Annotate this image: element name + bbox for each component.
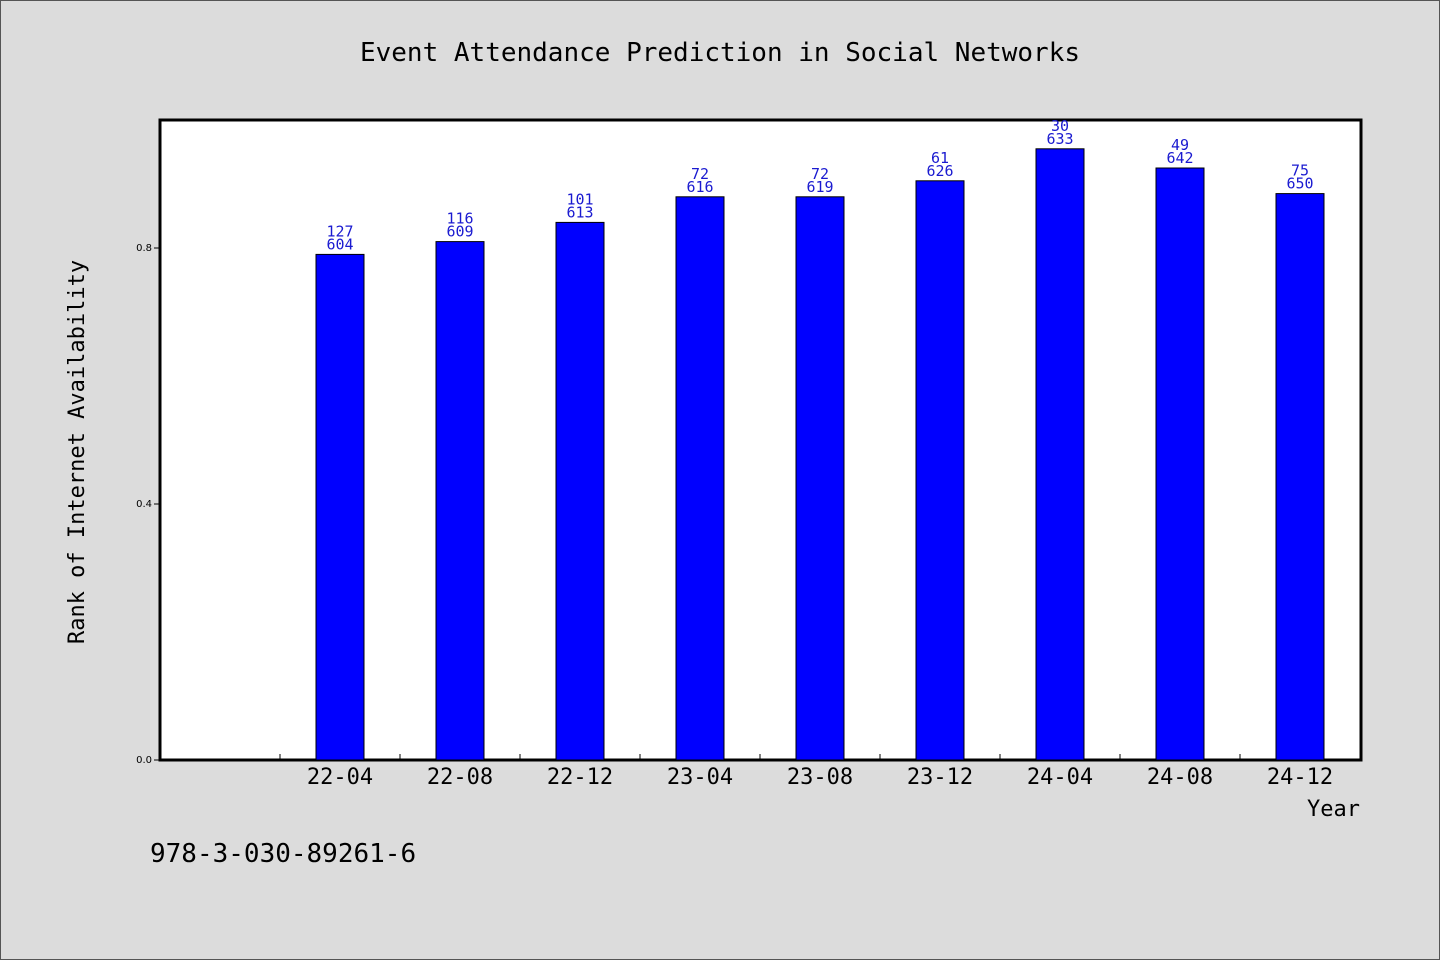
bar-label-top: 116 [446, 210, 473, 228]
y-tick-label: 0.8 [136, 243, 152, 254]
y-tick-label: 0.4 [136, 499, 152, 510]
x-axis-title: Year [1307, 797, 1360, 822]
bar-label-top: 127 [326, 222, 353, 240]
bar-label-top: 101 [566, 190, 593, 208]
bar-label-top: 72 [691, 165, 709, 183]
x-tick-label: 24-04 [1027, 765, 1093, 790]
bar-label-bottom: 642 [1166, 149, 1193, 167]
bar-label-bottom: 650 [1286, 175, 1313, 193]
chart-title: Event Attendance Prediction in Social Ne… [360, 38, 1080, 68]
x-tick-label: 22-04 [307, 765, 373, 790]
x-tick-label: 22-08 [427, 765, 493, 790]
y-axis: 0.0 0.4 0.8 [136, 243, 160, 766]
bar-label-bottom: 633 [1046, 130, 1073, 148]
bar-23-08 [795, 196, 845, 761]
footer-isbn: 978-3-030-89261-6 [150, 839, 416, 869]
bar-label-bottom: 616 [686, 178, 713, 196]
bar-label-top: 72 [811, 165, 829, 183]
x-tick-label: 23-08 [787, 765, 853, 790]
bar-label-top: 49 [1171, 136, 1189, 154]
bar-label-bottom: 609 [446, 223, 473, 241]
bar-label-top: 75 [1291, 162, 1309, 180]
x-tick-label: 23-04 [667, 765, 733, 790]
bar-label-bottom: 613 [566, 203, 593, 221]
bar-24-08 [1155, 167, 1205, 761]
bar-label-bottom: 626 [926, 162, 953, 180]
bar-22-04 [315, 253, 365, 761]
bar-label-bottom: 619 [806, 178, 833, 196]
bar-label-bottom: 604 [326, 235, 353, 253]
y-axis-title: Rank of Internet Availability [65, 260, 90, 644]
bar-label-top: 61 [931, 149, 949, 167]
bar-24-12 [1275, 193, 1325, 761]
x-tick-label: 24-08 [1147, 765, 1213, 790]
bar-series [315, 148, 1325, 761]
x-tick-label: 24-12 [1267, 765, 1333, 790]
bar-24-04 [1035, 148, 1085, 761]
bar-label-top: 30 [1051, 117, 1069, 135]
bar-23-04 [675, 196, 725, 761]
bar-22-12 [555, 221, 605, 761]
bar-22-08 [435, 241, 485, 761]
y-tick-label: 0.0 [136, 755, 152, 766]
x-axis: 22-04 22-08 22-12 23-04 23-08 23-12 24-04 24-08… [279, 754, 1361, 790]
bar-23-12 [915, 180, 965, 761]
x-tick-label: 23-12 [907, 765, 973, 790]
x-tick-label: 22-12 [547, 765, 613, 790]
